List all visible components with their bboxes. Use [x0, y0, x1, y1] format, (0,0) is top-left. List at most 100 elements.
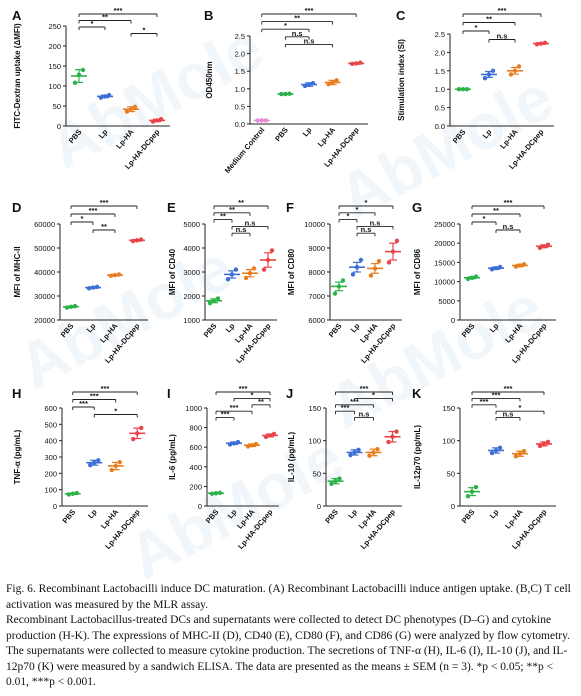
figure-caption: Fig. 6. Recombinant Lactobacilli induce …: [6, 582, 576, 691]
y-tick-label: 7000: [308, 292, 325, 301]
data-point: [130, 238, 136, 244]
data-point: [90, 285, 96, 290]
figure-panels: A 0 50 100 150 200 250 FITC-Dextran uptake (ΔMF…: [12, 6, 556, 551]
panel-letter: B: [204, 8, 213, 23]
data-point: [229, 272, 235, 277]
x-tick-label: Lp-HA: [503, 321, 525, 344]
y-tick-label: 0: [57, 122, 61, 131]
y-axis-label: MFI of CD80: [287, 248, 296, 295]
x-tick-label: Lp-HA: [498, 127, 520, 150]
data-point: [489, 267, 495, 272]
data-point: [235, 439, 241, 445]
data-point: [497, 445, 503, 451]
significance-label: **: [102, 13, 108, 22]
data-point: [227, 442, 233, 447]
x-tick-label: Lp: [86, 507, 99, 520]
data-point: [367, 453, 372, 458]
y-tick-label: 40000: [34, 268, 55, 277]
x-tick-label: Lp-HA: [98, 321, 120, 344]
data-point: [64, 305, 70, 310]
panel-letter: G: [412, 200, 422, 215]
data-point: [489, 450, 495, 456]
y-tick-label: 30000: [34, 292, 55, 301]
y-tick-label: 50000: [34, 244, 55, 253]
y-tick-label: 0.0: [235, 120, 245, 129]
data-point: [464, 87, 470, 92]
data-point: [332, 291, 338, 296]
y-axis-label: IL-12p70 (pg/mL): [413, 425, 422, 489]
y-tick-label: 50: [53, 102, 61, 111]
significance-label: ***: [480, 397, 489, 406]
data-point: [302, 83, 308, 89]
data-point: [534, 42, 540, 47]
significance-label: *: [356, 205, 359, 214]
significance-label: ***: [79, 399, 88, 408]
y-tick-label: 0: [451, 316, 455, 325]
y-tick-label: 50: [447, 469, 455, 478]
significance-label: **: [294, 14, 300, 23]
y-tick-label: 600: [44, 404, 57, 413]
data-point: [154, 118, 160, 123]
y-tick-label: 0: [317, 502, 321, 511]
data-point: [211, 298, 217, 303]
data-point: [70, 491, 75, 496]
data-point: [132, 104, 138, 110]
data-point: [473, 274, 479, 279]
data-point: [493, 448, 499, 453]
data-point: [545, 242, 551, 247]
panel-letter: H: [12, 386, 21, 401]
panel-letter: F: [286, 200, 294, 215]
data-point: [134, 238, 140, 243]
data-point: [516, 64, 522, 69]
data-point: [251, 266, 257, 271]
data-point: [271, 431, 277, 437]
x-tick-label: Lp-HA: [316, 125, 338, 148]
data-point: [490, 68, 496, 73]
significance-label: n.s: [236, 225, 247, 234]
significance-label: **: [486, 15, 492, 24]
significance-label: n.s: [370, 218, 381, 227]
significance-label: *: [365, 198, 368, 207]
data-point: [158, 117, 164, 122]
significance-label: ***: [239, 384, 248, 393]
significance-label: ***: [101, 384, 110, 393]
caption-line-2: Recombinant Lactobacillus-treated DCs an…: [6, 614, 571, 688]
significance-label: ***: [498, 6, 507, 15]
data-point: [231, 441, 237, 446]
significance-label: ***: [305, 6, 314, 15]
data-point: [473, 484, 479, 490]
data-point: [80, 67, 86, 73]
data-point: [330, 80, 335, 85]
y-tick-label: 100: [44, 486, 57, 495]
x-tick-label: Lp: [488, 321, 501, 334]
data-point: [259, 118, 264, 123]
significance-label: n.s: [503, 410, 514, 419]
significance-label: ***: [350, 397, 359, 406]
y-tick-label: 800: [189, 424, 202, 433]
data-point: [326, 82, 331, 87]
data-point: [113, 463, 118, 469]
data-point: [356, 447, 361, 453]
data-point: [213, 491, 219, 496]
significance-label: **: [493, 206, 499, 215]
data-point: [245, 444, 251, 449]
significance-label: ***: [89, 206, 98, 215]
significance-label: *: [483, 214, 486, 223]
y-tick-label: 0.5: [235, 102, 245, 111]
y-tick-label: 400: [189, 463, 202, 472]
y-tick-label: 300: [44, 453, 57, 462]
data-point: [340, 278, 346, 283]
y-axis-label: MFI of MHC-II: [13, 246, 22, 297]
data-point: [513, 454, 519, 459]
data-point: [86, 286, 92, 291]
significance-label: ***: [221, 410, 230, 419]
x-tick-label: PBS: [460, 322, 477, 340]
significance-label: **: [101, 222, 107, 231]
data-point: [482, 75, 488, 81]
data-point: [207, 301, 213, 306]
y-tick-label: 150: [442, 404, 455, 413]
data-point: [376, 259, 382, 264]
data-point: [279, 91, 284, 97]
